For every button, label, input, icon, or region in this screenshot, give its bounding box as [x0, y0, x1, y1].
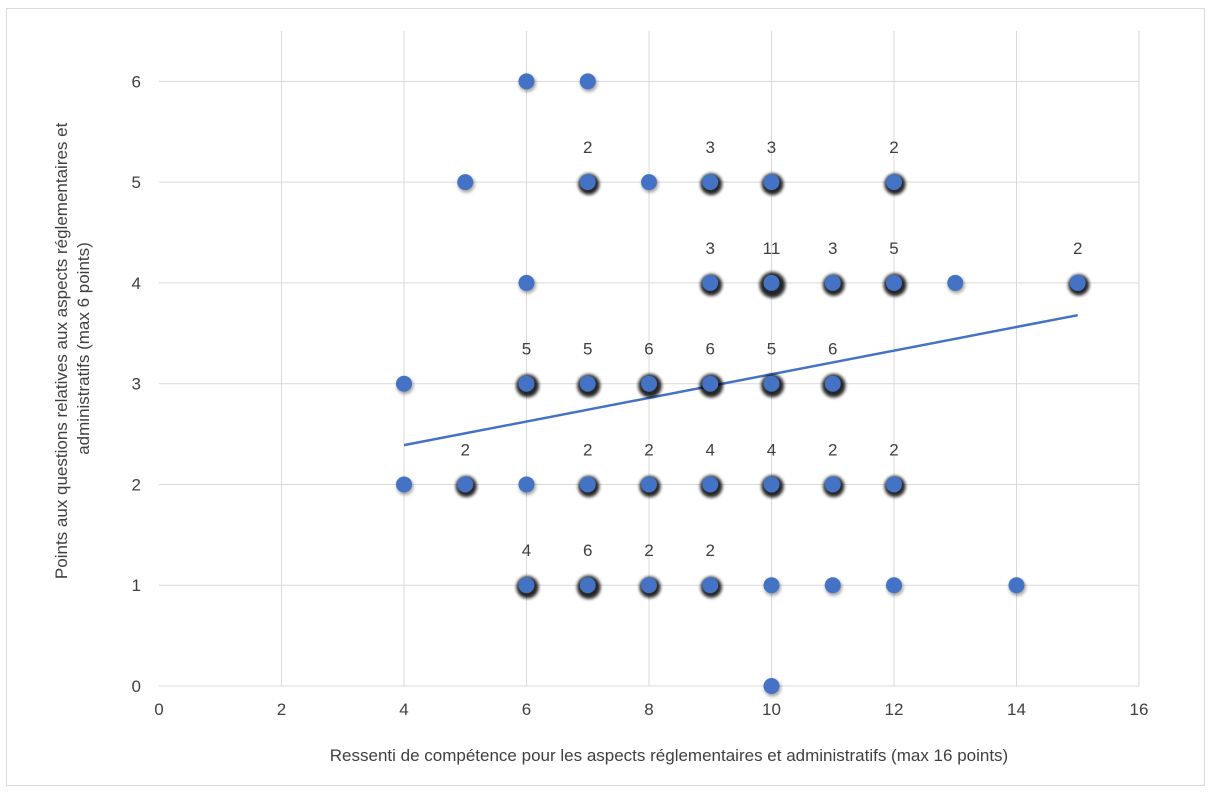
- x-tick-label: 14: [1007, 700, 1026, 719]
- data-point: [579, 476, 596, 493]
- data-point: [1008, 577, 1025, 594]
- data-point: [886, 476, 902, 493]
- count-label: 2: [1073, 239, 1082, 258]
- count-label: 6: [706, 340, 715, 359]
- y-axis-title-line-2: administratifs (max 6 points): [74, 242, 93, 455]
- data-point: [518, 73, 535, 90]
- data-point: [763, 476, 780, 493]
- data-point: [947, 274, 964, 291]
- count-label: 6: [644, 340, 653, 359]
- x-tick-labels: 0 2 4 6 8 10 12 14 16: [154, 700, 1148, 719]
- count-label: 3: [828, 239, 837, 258]
- data-point: [763, 375, 780, 392]
- y-tick-label: 2: [132, 475, 141, 494]
- x-tick-label: 12: [885, 700, 904, 719]
- data-point: [457, 174, 474, 191]
- x-tick-label: 16: [1130, 700, 1149, 719]
- data-points: [396, 73, 1090, 697]
- data-point: [763, 274, 780, 291]
- count-label: 2: [644, 440, 653, 459]
- data-point: [824, 274, 841, 291]
- data-point: [702, 577, 719, 594]
- data-point: [702, 174, 719, 191]
- count-label: 2: [889, 138, 898, 157]
- count-label: 2: [828, 440, 837, 459]
- data-point: [824, 476, 841, 493]
- data-point: [641, 577, 657, 594]
- count-label: 2: [889, 440, 898, 459]
- count-labels: 2 3 3 2 3 11 3 5 2 5 5 6 6 5 6 2 2 2 4 4 2 2 4 6 2 2: [461, 138, 1083, 560]
- count-label: 6: [583, 541, 592, 560]
- count-label: 2: [706, 541, 715, 560]
- y-axis-title: Points aux questions relatives aux aspec…: [52, 118, 93, 579]
- y-axis-title-line-1: Points aux questions relatives aux aspec…: [52, 122, 71, 579]
- y-tick-label: 6: [132, 72, 141, 91]
- y-tick-label: 1: [132, 576, 141, 595]
- x-axis-title: Ressenti de compétence pour les aspects …: [330, 746, 1008, 765]
- count-label: 3: [767, 138, 776, 157]
- data-point: [457, 476, 474, 493]
- count-label: 5: [767, 340, 776, 359]
- data-point: [886, 174, 902, 191]
- data-point: [641, 375, 657, 392]
- data-point: [886, 577, 902, 594]
- y-tick-label: 5: [132, 173, 141, 192]
- data-point: [763, 678, 780, 694]
- data-point: [579, 174, 596, 191]
- scatter-chart: 2 3 3 23 11 3 5 25 5 6 6 5 62 2 2 4 4 2 24 6 2 2 0 2 4 6 8 10 12 14 1…: [52, 31, 1148, 765]
- data-point: [579, 577, 596, 594]
- count-label: 11: [763, 239, 781, 258]
- trendline-group: [403, 313, 1078, 447]
- count-label: 6: [828, 340, 837, 359]
- y-tick-label: 0: [132, 677, 141, 696]
- data-point: [763, 577, 780, 594]
- data-point: [641, 476, 657, 493]
- data-point: [824, 375, 841, 392]
- count-label: 5: [889, 239, 898, 258]
- data-point: [763, 174, 780, 191]
- count-label: 4: [767, 440, 776, 459]
- count-label: 3: [706, 138, 715, 157]
- x-tick-label: 6: [522, 700, 531, 719]
- x-tick-label: 0: [154, 700, 163, 719]
- data-point: [579, 375, 596, 392]
- data-point: [396, 476, 412, 493]
- x-tick-label: 10: [762, 700, 781, 719]
- data-point: [886, 274, 902, 291]
- count-label: 4: [522, 541, 531, 560]
- data-point: [702, 476, 719, 493]
- chart-frame: 2 3 3 2 3 11 3 5 2 5 5 6 6 5 6 2 2 2 4 4 2 2 4 6 2 2 0 2 4 6 8 10 12 14 1…: [6, 8, 1205, 786]
- data-point: [518, 274, 535, 291]
- count-label: 3: [706, 239, 715, 258]
- data-point: [518, 476, 535, 493]
- count-label: 4: [706, 440, 715, 459]
- y-tick-label: 3: [132, 375, 141, 394]
- data-point: [1069, 274, 1086, 291]
- data-point: [641, 174, 657, 191]
- y-tick-labels: 0 1 2 3 4 5 6: [132, 72, 141, 696]
- data-point: [396, 375, 412, 392]
- count-label: 5: [522, 340, 531, 359]
- data-point: [579, 73, 596, 90]
- count-label: 2: [583, 138, 592, 157]
- data-point: [518, 375, 535, 392]
- data-point: [824, 577, 841, 594]
- trendline: [403, 313, 1078, 447]
- x-tick-label: 8: [644, 700, 653, 719]
- y-tick-label: 4: [132, 274, 141, 293]
- count-label: 2: [461, 440, 470, 459]
- x-tick-label: 2: [277, 700, 286, 719]
- data-point: [702, 274, 719, 291]
- count-label: 5: [583, 340, 592, 359]
- count-label: 2: [644, 541, 653, 560]
- data-point: [702, 375, 719, 392]
- x-tick-label: 4: [399, 700, 408, 719]
- data-point: [518, 577, 535, 594]
- count-label: 2: [583, 440, 592, 459]
